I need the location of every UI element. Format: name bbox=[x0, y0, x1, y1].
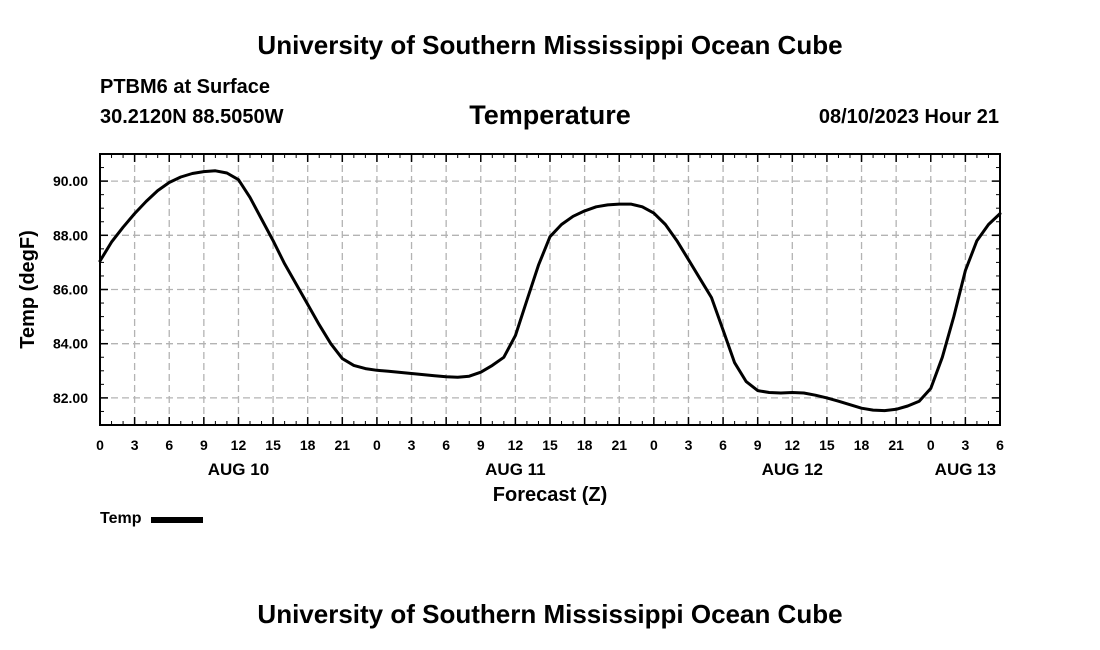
legend-line-swatch bbox=[151, 517, 204, 523]
forecast-datetime: 08/10/2023 Hour 21 bbox=[818, 106, 999, 128]
x-tick-label: 12 bbox=[231, 437, 247, 453]
x-tick-label: 12 bbox=[785, 437, 801, 453]
station-coordinates: 30.2120N 88.5050W bbox=[100, 106, 284, 128]
x-tick-label: 21 bbox=[611, 437, 627, 453]
y-tick-label: 86.00 bbox=[53, 282, 88, 298]
x-tick-label: 15 bbox=[542, 437, 558, 453]
x-tick-label: 18 bbox=[854, 437, 870, 453]
station-label: PTBM6 at Surface bbox=[100, 76, 271, 98]
x-tick-label: 0 bbox=[927, 437, 935, 453]
x-tick-label: 15 bbox=[265, 437, 281, 453]
x-tick-label: 9 bbox=[754, 437, 762, 453]
y-tick-label: 90.00 bbox=[53, 173, 88, 189]
x-tick-label: 6 bbox=[165, 437, 173, 453]
y-axis-title: Temp (degF) bbox=[17, 230, 39, 349]
x-tick-label: 18 bbox=[300, 437, 316, 453]
x-tick-label: 21 bbox=[888, 437, 904, 453]
x-tick-label: 21 bbox=[335, 437, 351, 453]
x-tick-label: 3 bbox=[131, 437, 139, 453]
x-tick-label: 3 bbox=[961, 437, 969, 453]
date-label: AUG 11 bbox=[485, 460, 545, 479]
x-tick-label: 6 bbox=[719, 437, 727, 453]
y-tick-label: 82.00 bbox=[53, 390, 88, 406]
legend-label: Temp bbox=[100, 510, 142, 527]
date-label: AUG 13 bbox=[935, 460, 996, 479]
footer-title: University of Southern Mississippi Ocean… bbox=[257, 599, 843, 629]
temperature-chart: 0 3 6 9 12 15 18 21 0 3 6 9 12 15 18 21 0 3 6 9 12 15 18 21 0 3 6 8… bbox=[17, 153, 1004, 506]
x-tick-label: 18 bbox=[577, 437, 593, 453]
date-label: AUG 10 bbox=[208, 460, 269, 479]
x-tick-label: 0 bbox=[96, 437, 104, 453]
x-axis-title: Forecast (Z) bbox=[493, 484, 607, 506]
x-tick-label: 6 bbox=[996, 437, 1004, 453]
x-tick-label: 6 bbox=[442, 437, 450, 453]
x-tick-label: 3 bbox=[408, 437, 416, 453]
x-tick-label: 0 bbox=[650, 437, 658, 453]
y-tick-label: 84.00 bbox=[53, 336, 88, 352]
x-tick-label: 9 bbox=[477, 437, 485, 453]
temp-series-line bbox=[98, 169, 1002, 413]
x-tick-label: 12 bbox=[508, 437, 524, 453]
chart-title: Temperature bbox=[469, 100, 631, 130]
x-tick-label: 9 bbox=[200, 437, 208, 453]
x-tick-label: 0 bbox=[373, 437, 381, 453]
y-tick-label: 88.00 bbox=[53, 227, 88, 243]
page-title: University of Southern Mississippi Ocean… bbox=[257, 30, 843, 60]
date-label: AUG 12 bbox=[762, 460, 823, 479]
x-tick-label: 15 bbox=[819, 437, 835, 453]
x-tick-label: 3 bbox=[685, 437, 693, 453]
legend: Temp bbox=[100, 510, 204, 528]
